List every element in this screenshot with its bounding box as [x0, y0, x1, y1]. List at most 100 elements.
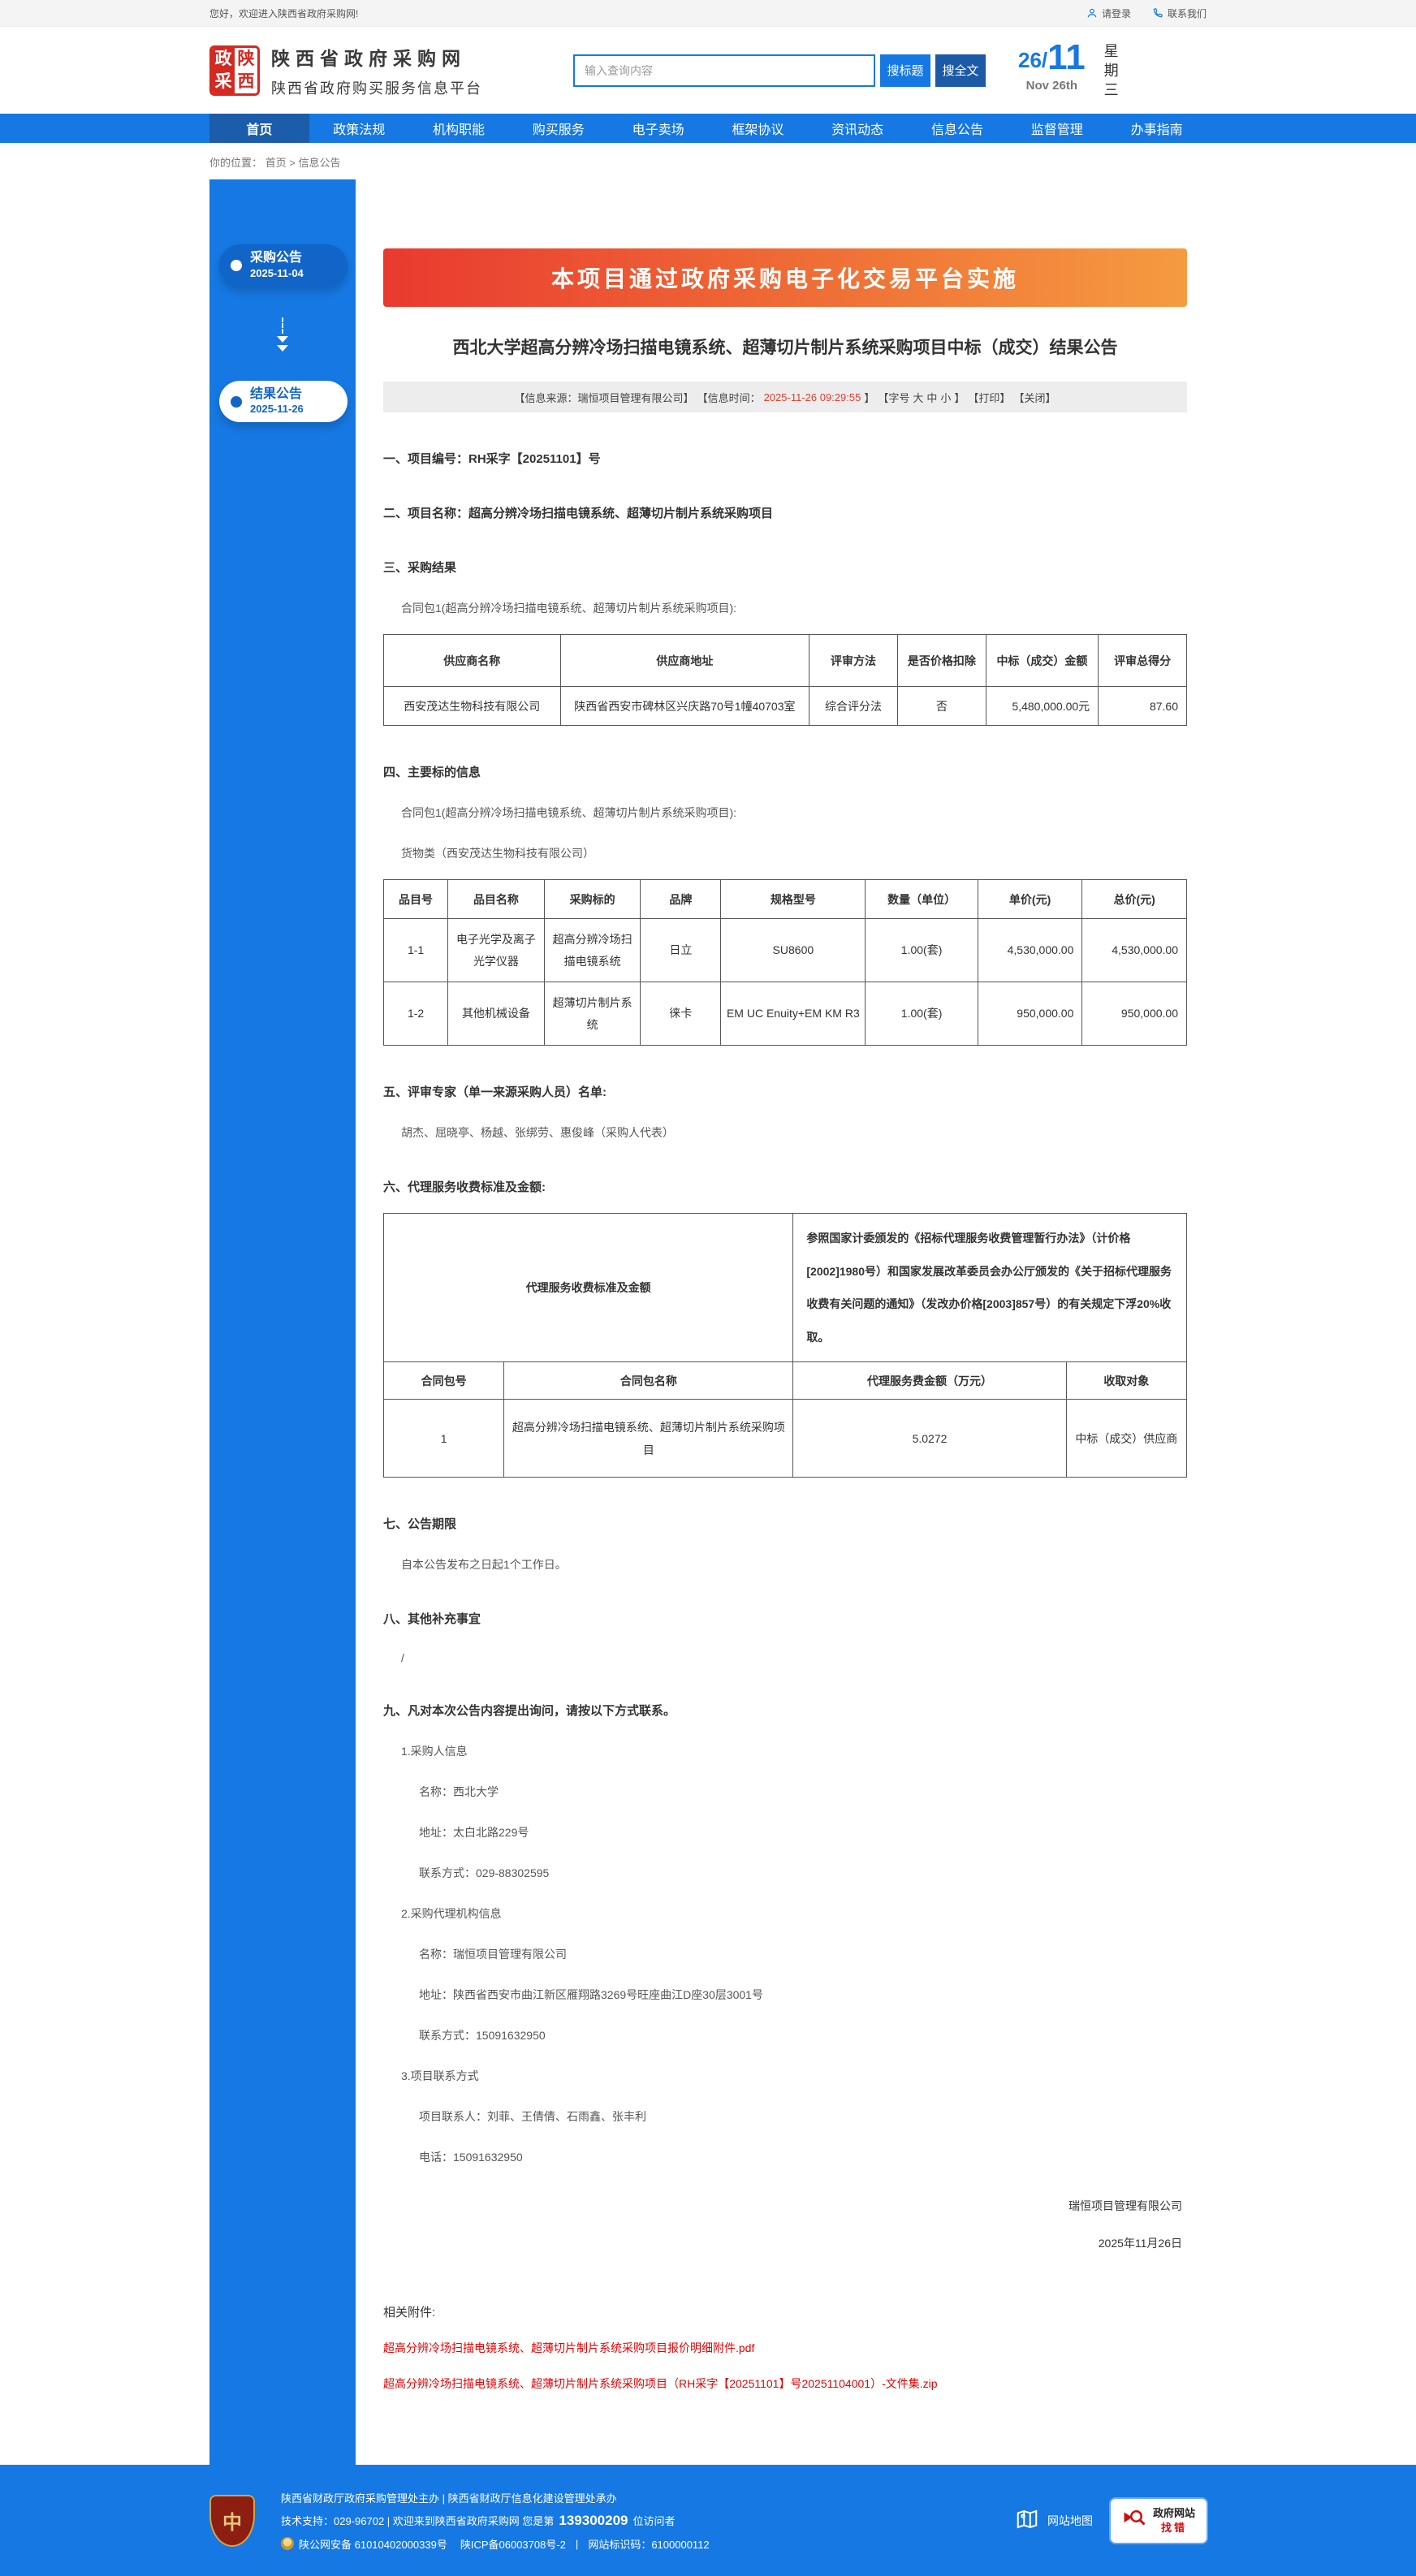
fee-standard-label-cell: 代理服务收费标准及金额	[382, 1212, 794, 1363]
date-block: 26/ 11 Nov 26th 星期三	[1018, 37, 1163, 101]
column-header: 代理服务费金额（万元）	[792, 1361, 1067, 1400]
login-label: 请登录	[1101, 7, 1131, 19]
table-row: 代理服务收费标准及金额 参照国家计委颁发的《招标代理服务收费管理暂行办法》（计价…	[382, 1212, 1187, 1363]
attachment-link-zip[interactable]: 超高分辨冷场扫描电镜系统、超薄切片制片系统采购项目（RH采字【20251101】…	[383, 2377, 938, 2391]
footer-separator: |	[575, 2537, 579, 2550]
print-button[interactable]: 【打印】	[968, 391, 1011, 404]
breadcrumb: 你的位置： 首页 > 信息公告	[209, 143, 1207, 179]
main-nav: 首页 政策法规 机构职能 购买服务 电子卖场 框架协议 资讯动态 信息公告 监督…	[0, 114, 1416, 143]
website-error-report-badge[interactable]: 政府网站 找错	[1111, 2498, 1207, 2543]
section-7-text: 自本公告发布之日起1个工作日。	[401, 1558, 567, 1572]
timeline-step-procurement-notice[interactable]: 采购公告 2025-11-04	[219, 244, 348, 287]
breadcrumb-separator: >	[289, 157, 296, 169]
nav-item-emall[interactable]: 电子卖场	[632, 123, 684, 137]
item-category-cell: 电子光学及离子光学仪器	[447, 918, 545, 982]
column-header: 单价(元)	[977, 879, 1083, 919]
meta-time-prefix: 【信息时间：	[697, 391, 761, 404]
nav-item-policies[interactable]: 政策法规	[333, 123, 386, 137]
sitemap-link[interactable]: 网站地图	[1015, 2507, 1093, 2534]
contact-link[interactable]: 联系我们	[1152, 6, 1207, 20]
article-content: 本项目通过政府采购电子化交易平台实施 西北大学超高分辨冷场扫描电镜系统、超薄切片…	[356, 179, 1207, 2465]
nav-item-purchase-service[interactable]: 购买服务	[532, 123, 585, 137]
review-method-cell: 综合评分法	[809, 686, 898, 726]
section-3-package: 合同包1(超高分辨冷场扫描电镜系统、超薄切片制片系统采购项目):	[401, 602, 736, 615]
section-3-result: 三、采购结果	[383, 561, 457, 575]
search-box: 搜标题 搜全文	[573, 54, 986, 87]
nav-item-framework[interactable]: 框架协议	[732, 123, 784, 137]
site-title: 陕西省政府采购网	[271, 47, 466, 69]
section-4-category: 货物类（西安茂达生物科技有限公司）	[401, 847, 594, 860]
timeline-step-result-notice[interactable]: 结果公告 2025-11-26	[219, 380, 348, 423]
item-model-cell: SU8600	[720, 918, 866, 982]
signature-date: 2025年11月26日	[1098, 2237, 1182, 2250]
section-9-contact: 九、凡对本次公告内容提出询问，请按以下方式联系。	[383, 1704, 676, 1719]
nav-item-home[interactable]: 首页	[209, 114, 309, 143]
government-emblem-icon: 中	[209, 2494, 255, 2547]
visitor-count: 139300209	[559, 2512, 628, 2528]
footer-organizer-line: 陕西省财政厅政府采购管理处主办 | 陕西省财政厅信息化建设管理处承办	[281, 2492, 617, 2505]
site-identify-code: 网站标识码：6100000112	[588, 2538, 710, 2551]
table-row: 1-1 电子光学及离子光学仪器 超高分辨冷场扫描电镜系统 日立 SU8600 1…	[382, 918, 1187, 982]
search-fulltext-button[interactable]: 搜全文	[935, 54, 986, 87]
table-row: 1-2 其他机械设备 超薄切片制片系统 徕卡 EM UC Enuity+EM K…	[382, 982, 1187, 1046]
nav-item-announcements[interactable]: 信息公告	[930, 123, 983, 137]
topbar: 您好，欢迎进入陕西省政府采购网! 请登录 联系我们	[0, 0, 1416, 27]
attachment-link-pdf[interactable]: 超高分辨冷场扫描电镜系统、超薄切片制片系统采购项目报价明细附件.pdf	[383, 2341, 755, 2355]
section-7-notice-period: 七、公告期限	[383, 1517, 457, 1532]
fontsize-suffix: 】	[954, 391, 965, 404]
step-title: 结果公告	[250, 386, 303, 401]
breadcrumb-home-link[interactable]: 首页	[265, 157, 287, 169]
nav-item-functions[interactable]: 机构职能	[432, 123, 485, 137]
welcome-text: 您好，欢迎进入陕西省政府采购网!	[209, 7, 359, 19]
column-header: 收取对象	[1065, 1361, 1188, 1400]
fee-payer-cell: 中标（成交）供应商	[1065, 1399, 1188, 1478]
platform-banner: 本项目通过政府采购电子化交易平台实施	[383, 248, 1187, 307]
column-header: 总价(元)	[1081, 879, 1187, 919]
nav-item-guide[interactable]: 办事指南	[1130, 123, 1183, 137]
fontsize-large-button[interactable]: 大	[913, 391, 924, 404]
step-date: 2025-11-04	[250, 266, 304, 279]
attachments-label: 相关附件:	[383, 2306, 436, 2320]
login-link[interactable]: 请登录	[1086, 6, 1131, 20]
close-button[interactable]: 【关闭】	[1013, 391, 1056, 404]
date-month: 11	[1047, 37, 1086, 77]
score-cell: 87.60	[1098, 686, 1187, 726]
section-5-expert-names: 胡杰、屈晓亭、杨越、张绑劳、惠俊峰（采购人代表）	[401, 1126, 674, 1139]
contact-label: 联系我们	[1167, 7, 1207, 19]
nav-item-news[interactable]: 资讯动态	[831, 123, 884, 137]
section-8-text: /	[401, 1651, 404, 1665]
column-header: 品目名称	[447, 879, 545, 919]
fontsize-medium-button[interactable]: 中	[926, 391, 938, 404]
item-total-price-cell: 4,530,000.00	[1081, 918, 1187, 982]
project-contacts: 项目联系人：刘菲、王倩倩、石雨鑫、张丰利	[419, 2110, 646, 2124]
price-deduction-cell: 否	[896, 686, 986, 726]
site-subtitle: 陕西省政府购买服务信息平台	[271, 80, 482, 97]
police-filing-link[interactable]: 陕公网安备 61010402000339号	[299, 2538, 447, 2551]
purchaser-address: 地址：太白北路229号	[419, 1826, 529, 1840]
column-header: 规格型号	[720, 879, 866, 919]
icp-filing-link[interactable]: 陕ICP备06003708号-2	[460, 2538, 566, 2551]
footer-support-suffix: 位访问者	[632, 2515, 676, 2528]
item-unit-price-cell: 950,000.00	[977, 982, 1083, 1046]
package-name-cell: 超高分辨冷场扫描电镜系统、超薄切片制片系统采购项目	[503, 1399, 794, 1478]
phone-icon	[1152, 7, 1163, 19]
project-contact-title: 3.项目联系方式	[401, 2069, 479, 2083]
nav-item-supervision[interactable]: 监督管理	[1030, 123, 1083, 137]
search-input[interactable]	[573, 54, 875, 87]
item-unit-price-cell: 4,530,000.00	[977, 918, 1083, 982]
purchaser-name: 名称：西北大学	[419, 1785, 499, 1799]
meta-time-suffix: 】	[864, 391, 875, 404]
section-8-other: 八、其他补充事宜	[383, 1612, 481, 1627]
section-4-package: 合同包1(超高分辨冷场扫描电镜系统、超薄切片制片系统采购项目):	[401, 806, 736, 819]
column-header: 中标（成交）金额	[985, 634, 1099, 687]
site-header: 政 陕 采 西 陕西省政府采购网 陕西省政府购买服务信息平台 搜标题 搜全文 2…	[0, 27, 1416, 114]
fontsize-prefix: 【字号	[878, 391, 910, 404]
search-title-button[interactable]: 搜标题	[880, 54, 930, 87]
fontsize-small-button[interactable]: 小	[940, 391, 952, 404]
section-1-project-number: 一、项目编号：RH采字【20251101】号	[383, 452, 601, 466]
police-badge-icon	[281, 2537, 294, 2551]
user-icon	[1086, 7, 1098, 19]
err-badge-line2: 找错	[1160, 2521, 1187, 2534]
items-table: 品目号 品目名称 采购标的 品牌 规格型号 数量（单位） 单价(元) 总价(元)…	[382, 879, 1187, 1046]
logo-char: 采	[212, 70, 235, 93]
